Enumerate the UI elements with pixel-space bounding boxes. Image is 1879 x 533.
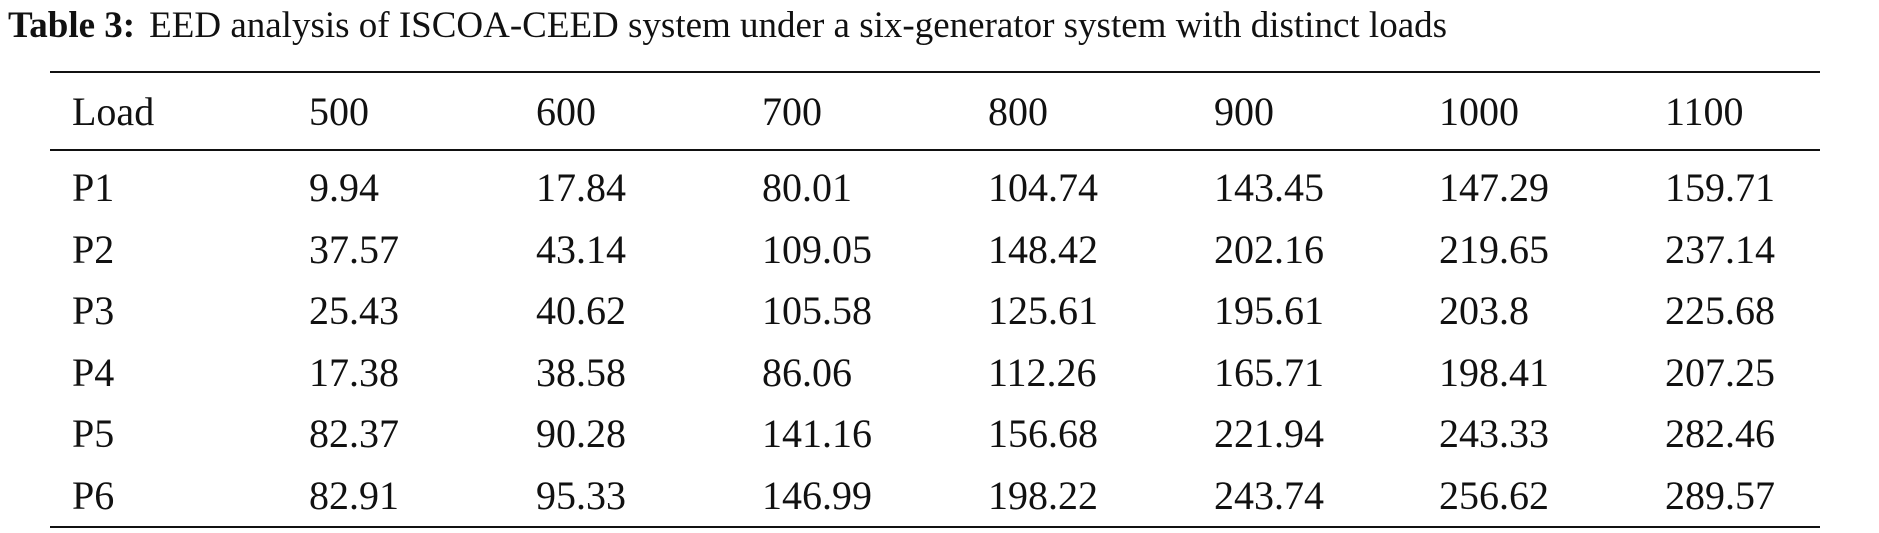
table-cell: 202.16 bbox=[1214, 226, 1324, 272]
table-cell: 282.46 bbox=[1665, 411, 1775, 456]
table-cell: 95.33 bbox=[536, 472, 626, 518]
row-label: P1 bbox=[72, 165, 115, 210]
table-cell: 221.94 bbox=[1214, 411, 1324, 456]
row-label: P2 bbox=[72, 226, 115, 272]
table-cell: 125.61 bbox=[988, 288, 1098, 333]
table-cell: 203.8 bbox=[1439, 288, 1529, 333]
header-cell: 600 bbox=[536, 89, 596, 134]
header-cell: 900 bbox=[1214, 89, 1274, 134]
table-cell: 165.71 bbox=[1214, 349, 1324, 395]
table-cell: 90.28 bbox=[536, 411, 626, 456]
top-rule bbox=[50, 71, 1820, 73]
table-cell: 37.57 bbox=[309, 226, 399, 272]
row-label: P3 bbox=[72, 288, 115, 333]
table-cell: 112.26 bbox=[988, 349, 1097, 395]
header-cell: 800 bbox=[988, 89, 1048, 134]
table-cell: 104.74 bbox=[988, 165, 1098, 210]
table-cell: 141.16 bbox=[762, 411, 872, 456]
table-cell: 43.14 bbox=[536, 226, 626, 272]
table-cell: 198.22 bbox=[988, 472, 1098, 518]
caption-text: EED analysis of ISCOA-CEED system under … bbox=[149, 5, 1448, 46]
table-cell: 80.01 bbox=[762, 165, 852, 210]
table-cell: 207.25 bbox=[1665, 349, 1775, 395]
bottom-rule bbox=[50, 526, 1820, 528]
table-cell: 243.33 bbox=[1439, 411, 1549, 456]
caption-label: Table 3: bbox=[8, 5, 136, 46]
table-cell: 147.29 bbox=[1439, 165, 1549, 210]
table-cell: 156.68 bbox=[988, 411, 1098, 456]
header-cell: 1100 bbox=[1665, 89, 1744, 134]
table-cell: 109.05 bbox=[762, 226, 872, 272]
row-label: P4 bbox=[72, 349, 115, 395]
table-cell: 289.57 bbox=[1665, 472, 1775, 518]
table-cell: 17.84 bbox=[536, 165, 626, 210]
header-cell: 700 bbox=[762, 89, 822, 134]
header-cell: Load bbox=[72, 89, 155, 134]
table-cell: 256.62 bbox=[1439, 472, 1549, 518]
mid-rule bbox=[50, 149, 1820, 151]
table-cell: 159.71 bbox=[1665, 165, 1775, 210]
table-cell: 82.37 bbox=[309, 411, 399, 456]
table-cell: 237.14 bbox=[1665, 226, 1775, 272]
table-cell: 148.42 bbox=[988, 226, 1098, 272]
header-cell: 1000 bbox=[1439, 89, 1519, 134]
table-caption: Table 3: EED analysis of ISCOA-CEED syste… bbox=[8, 4, 1447, 47]
table-cell: 143.45 bbox=[1214, 165, 1324, 210]
table-cell: 105.58 bbox=[762, 288, 872, 333]
table-cell: 38.58 bbox=[536, 349, 626, 395]
table-cell: 82.91 bbox=[309, 472, 399, 518]
table-cell: 86.06 bbox=[762, 349, 852, 395]
table-cell: 219.65 bbox=[1439, 226, 1549, 272]
table-cell: 146.99 bbox=[762, 472, 872, 518]
table-cell: 9.94 bbox=[309, 165, 379, 210]
table-cell: 243.74 bbox=[1214, 472, 1324, 518]
row-label: P5 bbox=[72, 411, 115, 456]
table-cell: 225.68 bbox=[1665, 288, 1775, 333]
table-cell: 40.62 bbox=[536, 288, 626, 333]
table-cell: 195.61 bbox=[1214, 288, 1324, 333]
header-cell: 500 bbox=[309, 89, 369, 134]
table-cell: 17.38 bbox=[309, 349, 399, 395]
table-cell: 198.41 bbox=[1439, 349, 1549, 395]
table-cell: 25.43 bbox=[309, 288, 399, 333]
row-label: P6 bbox=[72, 472, 115, 518]
